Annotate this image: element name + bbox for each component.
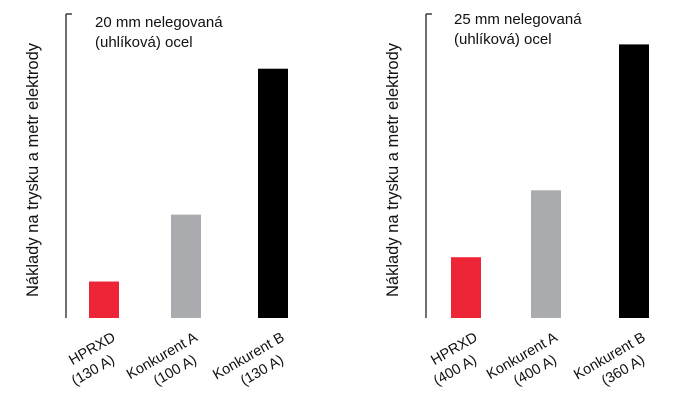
- chart-title: 20 mm nelegovaná (uhlíková) ocel: [95, 14, 223, 51]
- chart-title-line: (uhlíková) ocel: [454, 31, 552, 48]
- bar-2: [531, 190, 561, 318]
- bar-1: [451, 257, 481, 318]
- bar-3: [619, 44, 649, 319]
- chart-2: 25 mm nelegovaná (uhlíková) ocel Náklady n…: [384, 11, 658, 400]
- chart-1: 20 mm nelegovaná (uhlíková) ocel Náklady n…: [24, 13, 297, 400]
- chart-title-line: 25 mm nelegovaná: [454, 11, 582, 28]
- bar-1: [89, 281, 119, 318]
- x-tick-label: HPRXD(400 A): [422, 330, 490, 390]
- chart-title-line: (uhlíková) ocel: [95, 34, 193, 51]
- x-tick-label: Konkurent A(400 A): [484, 329, 570, 399]
- bar-2: [171, 214, 201, 318]
- y-axis-label: Náklady na trysku a metr elektrody: [24, 42, 42, 297]
- x-tick-label: Konkurent B(360 A): [571, 330, 658, 400]
- y-axis-label: Náklady na trysku a metr elektrody: [384, 42, 402, 297]
- chart-title: 25 mm nelegovaná (uhlíková) ocel: [454, 11, 582, 48]
- chart-title-line: 20 mm nelegovaná: [95, 14, 223, 31]
- x-tick-label: Konkurent B(130 A): [210, 330, 297, 400]
- x-tick-label: HPRXD(130 A): [60, 330, 128, 390]
- bar-3: [258, 68, 288, 318]
- x-tick-label: Konkurent A(100 A): [124, 329, 210, 399]
